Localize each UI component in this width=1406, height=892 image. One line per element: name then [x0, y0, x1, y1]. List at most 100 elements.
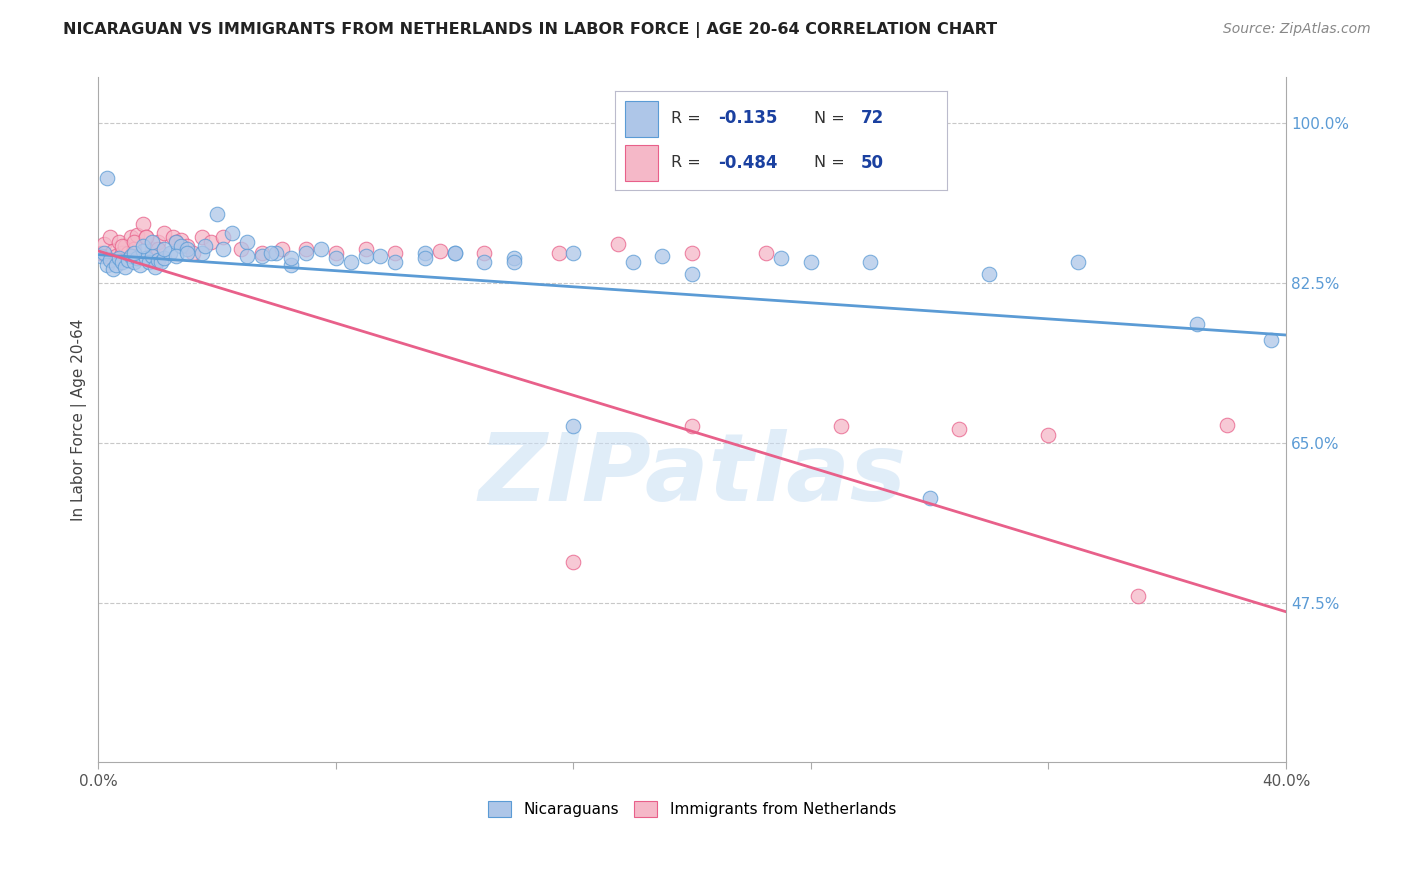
Point: [111, 239, 134, 253]
Point: [176, 245, 198, 260]
Point: [651, 248, 673, 262]
Point: [429, 244, 451, 258]
Point: [1038, 428, 1060, 442]
Point: [621, 255, 644, 269]
Point: [443, 245, 465, 260]
Point: [325, 245, 347, 260]
Point: [259, 245, 281, 260]
Point: [122, 245, 145, 260]
Point: [562, 554, 585, 568]
Point: [114, 239, 136, 253]
Point: [191, 245, 214, 260]
Point: [93, 245, 115, 260]
Text: NICARAGUAN VS IMMIGRANTS FROM NETHERLANDS IN LABOR FORCE | AGE 20-64 CORRELATION: NICARAGUAN VS IMMIGRANTS FROM NETHERLAND…: [63, 22, 997, 38]
Point: [325, 252, 347, 266]
Point: [141, 235, 163, 249]
Point: [159, 245, 181, 260]
Point: [152, 252, 174, 266]
Point: [122, 255, 145, 269]
Point: [98, 253, 121, 268]
Point: [183, 245, 205, 260]
Point: [138, 255, 160, 269]
Point: [503, 252, 526, 266]
Point: [135, 230, 157, 244]
Point: [236, 235, 259, 249]
Point: [108, 235, 131, 249]
Point: [212, 230, 235, 244]
Point: [413, 252, 436, 266]
Point: [125, 252, 148, 266]
Point: [103, 244, 125, 258]
Point: [194, 239, 217, 253]
Point: [681, 419, 703, 434]
Point: [170, 239, 193, 253]
Point: [108, 252, 131, 266]
Text: ZIPatlas: ZIPatlas: [478, 429, 907, 521]
Point: [98, 230, 121, 244]
Point: [96, 258, 118, 272]
Point: [547, 245, 569, 260]
Point: [135, 252, 157, 266]
Point: [236, 248, 259, 262]
Point: [606, 236, 628, 251]
Point: [149, 255, 172, 269]
Point: [162, 230, 184, 244]
Point: [111, 255, 134, 269]
Point: [165, 235, 187, 249]
Point: [830, 419, 852, 434]
Point: [132, 239, 155, 253]
Point: [562, 419, 585, 434]
Point: [472, 245, 495, 260]
Point: [93, 236, 115, 251]
Point: [90, 248, 112, 262]
Point: [114, 260, 136, 275]
Point: [800, 255, 823, 269]
Point: [859, 255, 882, 269]
Point: [918, 491, 941, 505]
Point: [472, 255, 495, 269]
Point: [200, 235, 222, 249]
Point: [250, 245, 273, 260]
Point: [309, 242, 332, 256]
Point: [562, 245, 585, 260]
Point: [1126, 589, 1149, 603]
Point: [339, 255, 361, 269]
Point: [120, 230, 142, 244]
Point: [152, 242, 174, 256]
Point: [122, 235, 145, 249]
Point: [120, 248, 142, 262]
Point: [681, 245, 703, 260]
Point: [103, 262, 125, 277]
Point: [146, 253, 169, 268]
Point: [143, 260, 166, 275]
Point: [250, 248, 273, 262]
Point: [384, 255, 406, 269]
Point: [413, 245, 436, 260]
Point: [948, 422, 970, 436]
Point: [135, 230, 157, 244]
Point: [170, 233, 193, 247]
Point: [1067, 255, 1090, 269]
Point: [271, 242, 294, 256]
Point: [212, 242, 235, 256]
Point: [165, 248, 187, 262]
Point: [1185, 317, 1208, 331]
Point: [165, 235, 187, 249]
Point: [117, 253, 139, 268]
Point: [1260, 334, 1282, 348]
Point: [280, 252, 302, 266]
Legend: Nicaraguans, Immigrants from Netherlands: Nicaraguans, Immigrants from Netherlands: [482, 795, 903, 823]
Point: [354, 242, 377, 256]
Point: [111, 245, 134, 260]
Point: [132, 217, 155, 231]
Point: [146, 235, 169, 249]
Point: [146, 242, 169, 256]
Point: [132, 244, 155, 258]
Point: [770, 252, 793, 266]
Point: [977, 267, 1000, 281]
Point: [503, 255, 526, 269]
Point: [229, 242, 252, 256]
Point: [280, 258, 302, 272]
Point: [125, 227, 148, 242]
Point: [443, 245, 465, 260]
